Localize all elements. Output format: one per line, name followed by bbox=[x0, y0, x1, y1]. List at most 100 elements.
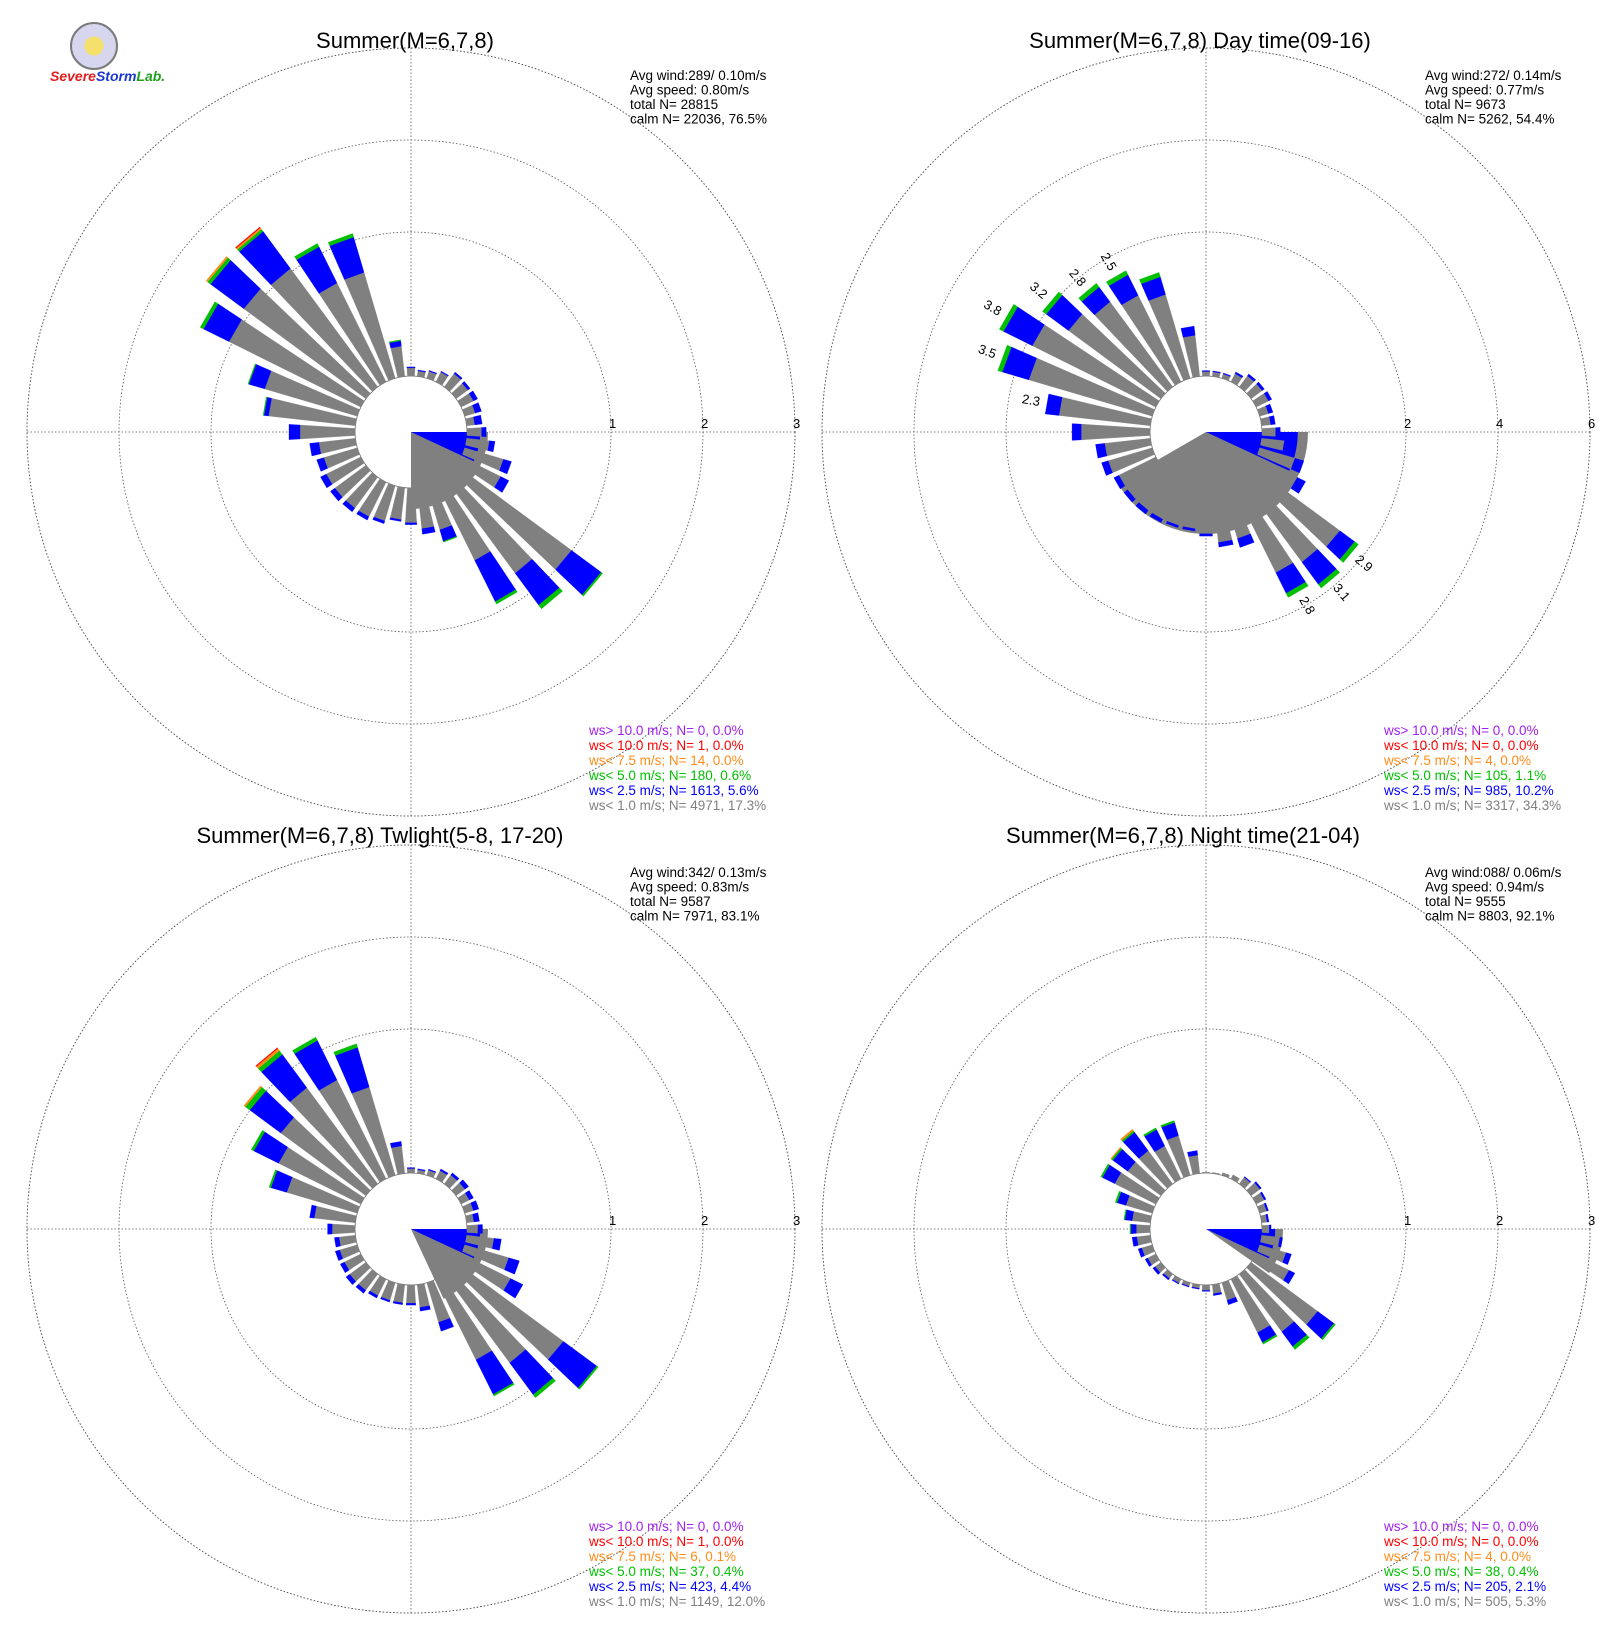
sector-bar-330 bbox=[1106, 270, 1129, 286]
legend-entry: ws> 10.0 m/s; N= 0, 0.0% bbox=[1383, 1519, 1539, 1534]
sector-bar-340 bbox=[333, 1043, 358, 1056]
sector-bar-10 bbox=[1212, 1172, 1220, 1175]
stat-total: total N= 9587 bbox=[630, 894, 711, 909]
sector-bar-190 bbox=[1182, 526, 1196, 532]
sector-bar-260 bbox=[1131, 1236, 1139, 1247]
sector-bar-130 bbox=[1320, 1323, 1336, 1341]
stat-avg-wind: Avg wind:289/ 0.10m/s bbox=[630, 68, 767, 83]
sector-bar-280 bbox=[1131, 1211, 1152, 1223]
sector-bar-150 bbox=[495, 589, 518, 605]
stat-avg-speed: Avg speed: 0.80m/s bbox=[630, 83, 749, 98]
chart-title: Summer(M=6,7,8) Day time(09-16) bbox=[1029, 28, 1371, 53]
sector-bar-120 bbox=[1283, 1270, 1296, 1285]
sector-bar-280 bbox=[1123, 1209, 1127, 1221]
sector-bar-350 bbox=[390, 1141, 402, 1148]
sector-bar-170 bbox=[1213, 1292, 1222, 1296]
sector-bar-270 bbox=[1081, 423, 1151, 441]
sector-bar-320 bbox=[255, 1047, 279, 1067]
sector-bar-170 bbox=[419, 1305, 431, 1312]
ring-label: 2 bbox=[1496, 1213, 1503, 1228]
sector-bar-250 bbox=[1137, 1247, 1145, 1258]
stat-avg-wind: Avg wind:272/ 0.14m/s bbox=[1425, 68, 1562, 83]
legend-entry: ws> 10.0 m/s; N= 0, 0.0% bbox=[588, 1519, 744, 1534]
sector-bar-0 bbox=[406, 366, 416, 368]
stat-avg-speed: Avg speed: 0.94m/s bbox=[1425, 880, 1544, 895]
sector-bar-320 bbox=[1078, 283, 1100, 302]
sector-bar-220 bbox=[342, 500, 356, 513]
sector-bar-100 bbox=[1278, 1237, 1283, 1248]
sector-bar-180 bbox=[406, 1303, 416, 1306]
sector-bar-340 bbox=[1139, 272, 1161, 284]
sector-bar-300 bbox=[1100, 1163, 1110, 1178]
sector-bar-130 bbox=[1339, 541, 1359, 563]
sector-bar-200 bbox=[380, 1296, 391, 1303]
sector-bar-150 bbox=[1285, 581, 1309, 598]
sector-bar-260 bbox=[334, 1236, 341, 1248]
bar-value-label: 2.9 bbox=[1352, 552, 1375, 575]
sector-bar-170 bbox=[417, 1283, 430, 1308]
sector-bar-170 bbox=[1212, 1283, 1222, 1294]
sector-bar-320 bbox=[1120, 1128, 1134, 1141]
chart-title: Summer(M=6,7,8) Night time(21-04) bbox=[1006, 823, 1360, 848]
range-ring bbox=[210, 1028, 612, 1430]
sector-bar-10 bbox=[417, 1168, 426, 1172]
legend-entry: ws< 7.5 m/s; N= 6, 0.1% bbox=[588, 1549, 736, 1564]
sector-bar-50 bbox=[462, 381, 471, 391]
sector-bar-180 bbox=[406, 1284, 416, 1304]
sector-bar-20 bbox=[428, 1168, 437, 1173]
sector-bar-230 bbox=[330, 487, 343, 502]
legend-entry: ws< 2.5 m/s; N= 423, 4.4% bbox=[588, 1579, 751, 1594]
sector-bar-290 bbox=[1115, 1190, 1122, 1203]
sector-bar-120 bbox=[494, 476, 510, 493]
sector-bar-170 bbox=[421, 526, 436, 535]
sector-bar-90 bbox=[1269, 1224, 1272, 1234]
legend-entry: ws< 1.0 m/s; N= 1149, 12.0% bbox=[588, 1594, 765, 1609]
sector-bar-180 bbox=[1201, 1284, 1211, 1291]
sector-bar-30 bbox=[439, 1168, 449, 1175]
sector-bar-310 bbox=[1110, 1147, 1122, 1160]
windrose-panel-2: 2 4 62.93.12.82.33.53.83.22.82.5Summer(M=6… bbox=[821, 28, 1595, 817]
sector-bar-120 bbox=[1290, 477, 1306, 494]
sector-bar-330 bbox=[1143, 1127, 1157, 1137]
sector-bar-290 bbox=[247, 363, 257, 385]
sector-bar-350 bbox=[388, 339, 401, 343]
legend-entry: ws< 5.0 m/s; N= 180, 0.6% bbox=[588, 768, 751, 783]
ring-label: 6 bbox=[1588, 416, 1595, 431]
legend-entry: ws< 7.5 m/s; N= 4, 0.0% bbox=[1383, 753, 1531, 768]
sector-bar-250 bbox=[335, 1249, 344, 1261]
sector-bar-280 bbox=[262, 396, 268, 416]
sector-bar-0 bbox=[406, 1167, 416, 1169]
sector-bar-70 bbox=[1265, 403, 1274, 414]
legend-entry: ws< 5.0 m/s; N= 38, 0.4% bbox=[1383, 1564, 1539, 1579]
sector-bar-0 bbox=[407, 1168, 415, 1174]
legend-entry: ws< 2.5 m/s; N= 985, 10.2% bbox=[1383, 783, 1554, 798]
sector-bar-350 bbox=[1187, 1150, 1198, 1157]
sector-bar-270 bbox=[1071, 423, 1082, 441]
sector-bar-240 bbox=[320, 473, 333, 489]
sector-bar-130 bbox=[581, 572, 603, 597]
ring-label: 3 bbox=[793, 416, 800, 431]
sector-bar-260 bbox=[1095, 443, 1108, 459]
sector-bar-50 bbox=[1256, 381, 1265, 391]
sector-bar-110 bbox=[1290, 458, 1305, 474]
bar-value-label: 3.8 bbox=[981, 297, 1004, 319]
sector-bar-50 bbox=[459, 1179, 469, 1190]
sector-bar-90 bbox=[477, 1224, 483, 1234]
sector-bar-30 bbox=[1234, 371, 1244, 378]
sector-bar-80 bbox=[473, 414, 483, 425]
range-ring bbox=[210, 231, 612, 633]
sector-bar-160 bbox=[1226, 1296, 1238, 1305]
sector-bar-300 bbox=[251, 1130, 265, 1152]
sector-bar-90 bbox=[481, 427, 487, 437]
sector-bar-250 bbox=[1101, 460, 1113, 476]
bar-value-label: 3.1 bbox=[1330, 580, 1353, 603]
sector-bar-230 bbox=[1123, 489, 1136, 503]
sector-bar-80 bbox=[1265, 1213, 1270, 1223]
sector-bar-230 bbox=[1152, 1266, 1161, 1275]
sector-bar-270 bbox=[327, 1223, 333, 1235]
sector-bar-110 bbox=[499, 459, 512, 475]
sector-bar-280 bbox=[1045, 393, 1063, 416]
bar-value-label: 3.5 bbox=[976, 341, 998, 361]
sector-bar-140 bbox=[1318, 568, 1341, 589]
